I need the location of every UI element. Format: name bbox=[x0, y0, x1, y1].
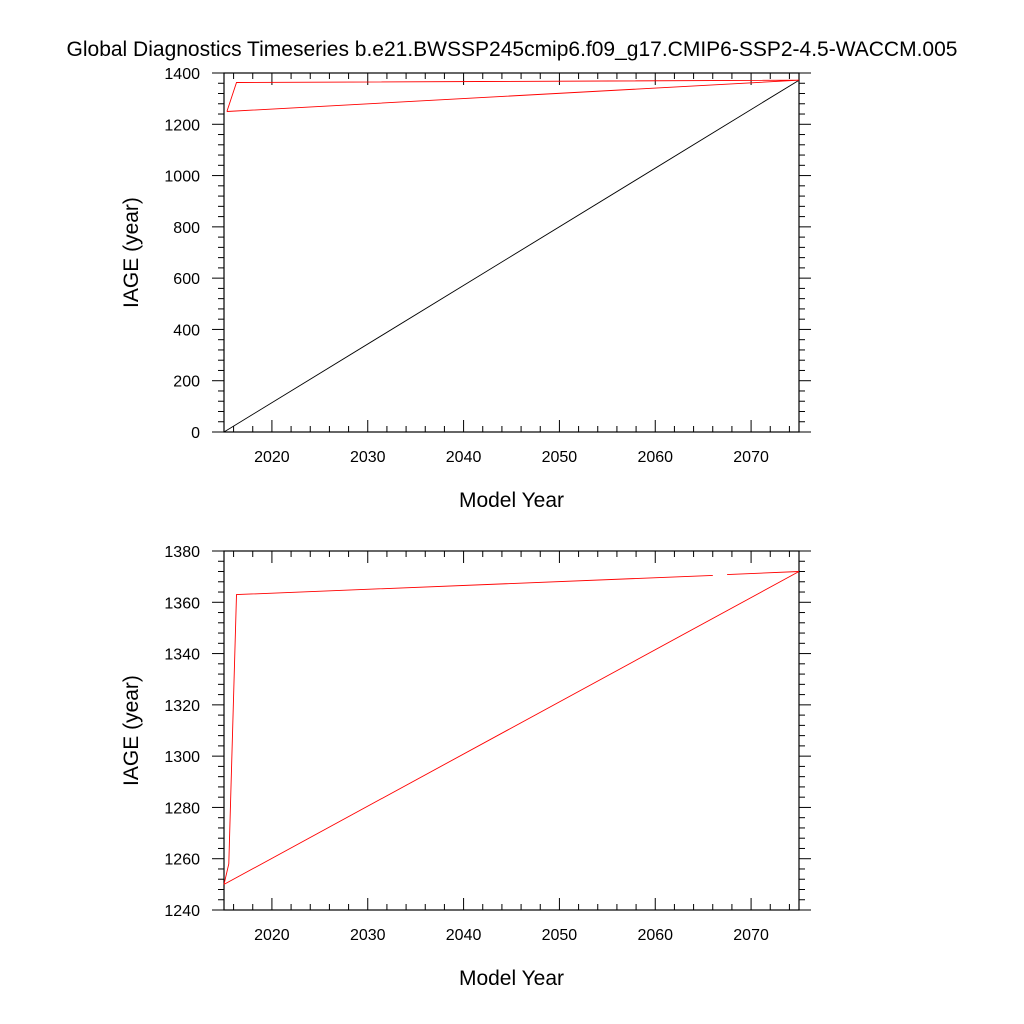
y-tick-label: 1300 bbox=[164, 749, 200, 766]
y-tick-label: 1380 bbox=[164, 544, 200, 561]
chart-panel-1: 2020 2030 2040 2050 2060 2070 0 200 400 600 800 100… bbox=[120, 66, 811, 512]
y-tick-label: 1260 bbox=[164, 852, 200, 869]
x-tick-label: 2070 bbox=[733, 449, 769, 466]
x-tick-label: 2050 bbox=[542, 927, 578, 944]
x-axis-label: Model Year bbox=[459, 489, 564, 512]
y-tick-label: 400 bbox=[173, 322, 200, 339]
y-tick-label: 1240 bbox=[164, 903, 200, 920]
y-tick-label: 1360 bbox=[164, 595, 200, 612]
x-tick-label: 2030 bbox=[350, 449, 386, 466]
figure-title: Global Diagnostics Timeseries b.e21.BWSS… bbox=[67, 38, 958, 61]
y-tick-label: 1000 bbox=[164, 169, 200, 186]
series-line-2 bbox=[727, 571, 800, 576]
chart-panel-2: 2020 2030 2040 2050 2060 2070 1240 1260 1280 1300… bbox=[120, 544, 811, 990]
x-tick-label: 2050 bbox=[542, 449, 578, 466]
x-tick-label: 2020 bbox=[254, 449, 290, 466]
y-tick-label: 1340 bbox=[164, 647, 200, 664]
x-tick-label: 2060 bbox=[637, 927, 673, 944]
y-tick-label: 200 bbox=[173, 374, 200, 391]
y-tick-label: 0 bbox=[191, 425, 200, 442]
y-tick-label: 600 bbox=[173, 271, 200, 288]
y-tick-label: 1280 bbox=[164, 800, 200, 817]
x-axis-label: Model Year bbox=[459, 967, 564, 990]
panels: 2020 2030 2040 2050 2060 2070 0 200 400 600 800 100… bbox=[120, 66, 811, 990]
plot-frame bbox=[223, 72, 800, 433]
x-tick-label: 2030 bbox=[350, 927, 386, 944]
y-axis-label: IAGE (year) bbox=[120, 197, 143, 308]
x-tick-label: 2060 bbox=[637, 449, 673, 466]
x-tick-label: 2070 bbox=[733, 927, 769, 944]
y-tick-label: 1200 bbox=[164, 117, 200, 134]
x-tick-label: 2020 bbox=[254, 927, 290, 944]
plot-frame bbox=[223, 550, 800, 911]
y-tick-label: 1400 bbox=[164, 66, 200, 83]
y-tick-label: 800 bbox=[173, 220, 200, 237]
series-line-1 bbox=[223, 574, 713, 885]
x-tick-label: 2040 bbox=[446, 449, 482, 466]
y-tick-label: 1320 bbox=[164, 698, 200, 715]
series-line-3 bbox=[223, 571, 800, 885]
x-tick-label: 2040 bbox=[446, 927, 482, 944]
series-line-1 bbox=[223, 79, 800, 433]
series-line-2 bbox=[226, 79, 800, 112]
y-axis-label: IAGE (year) bbox=[120, 675, 143, 786]
